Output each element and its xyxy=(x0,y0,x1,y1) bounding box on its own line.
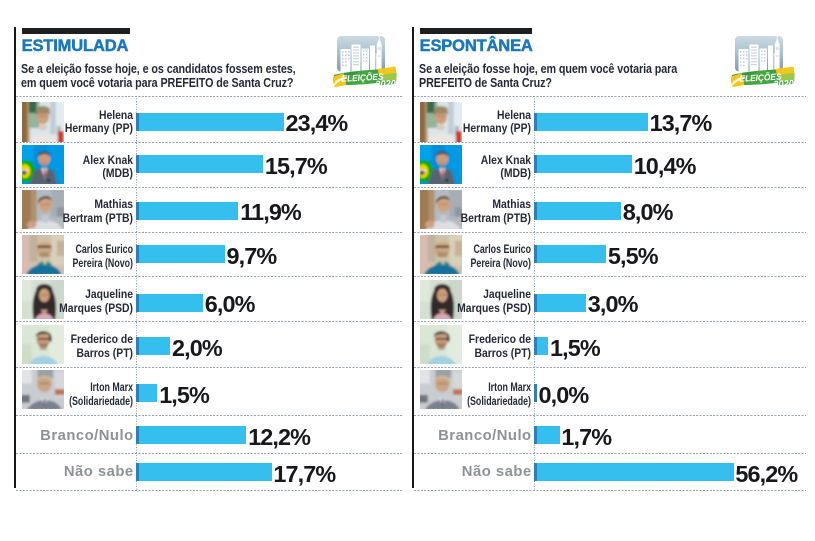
svg-text:2020: 2020 xyxy=(374,78,397,89)
svg-text:ELEIÇÕES: ELEIÇÕES xyxy=(739,72,781,84)
svg-text:ELEIÇÕES: ELEIÇÕES xyxy=(341,72,383,84)
svg-text:2020: 2020 xyxy=(772,78,795,89)
